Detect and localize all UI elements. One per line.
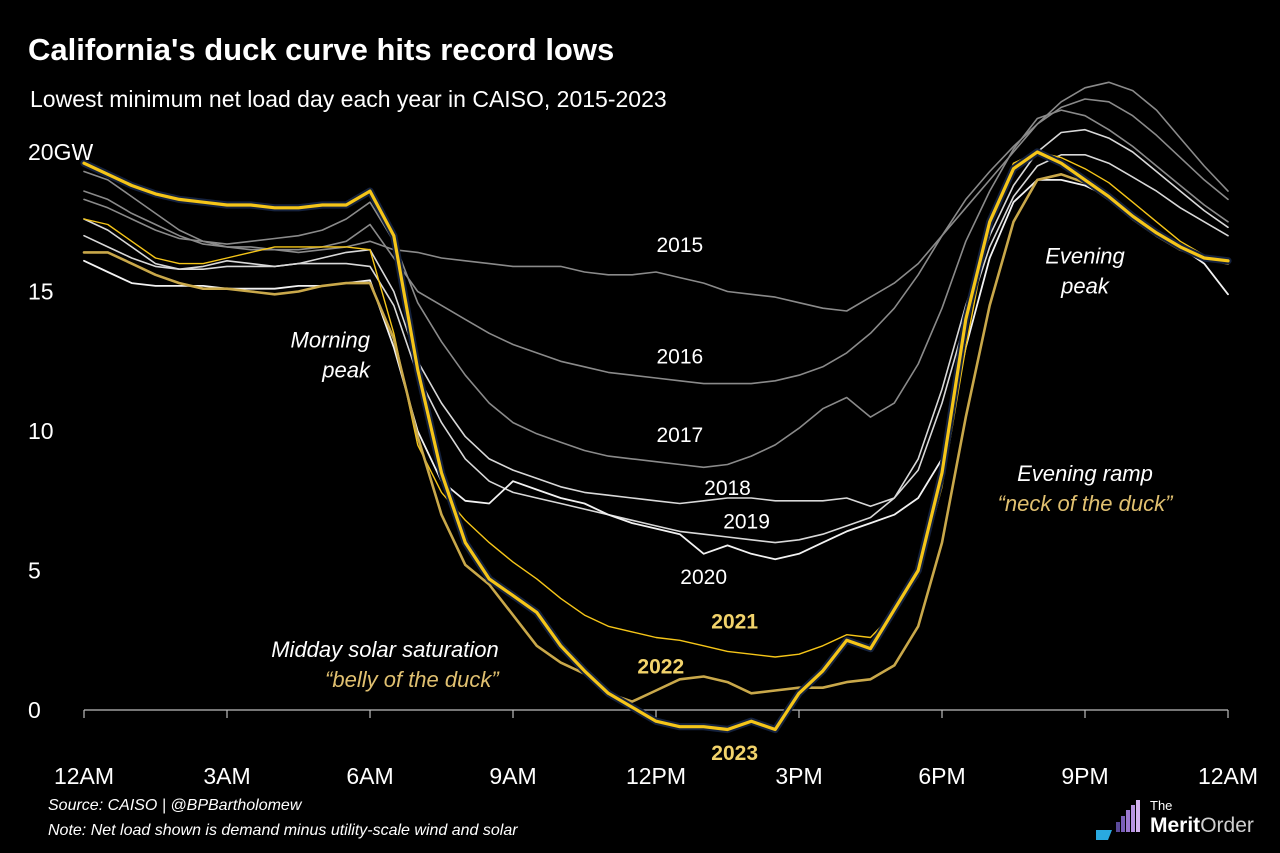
annotation-3-line-0: Midday solar saturation <box>271 637 498 662</box>
series-label-2015: 2015 <box>656 234 703 257</box>
logo-order: Order <box>1200 814 1254 837</box>
annotation-1-line-0: Evening <box>1045 244 1125 269</box>
series-line-2019 <box>83 154 1229 544</box>
merit-order-logo: The MeritOrder <box>1096 796 1276 846</box>
series-line-2017 <box>83 109 1229 469</box>
logo-the: The <box>1150 798 1173 813</box>
annotation-2-line-1: “neck of the duck” <box>998 491 1175 516</box>
annotation-3-line-1: “belly of the duck” <box>325 667 500 692</box>
chart-subtitle: Lowest minimum net load day each year in… <box>30 86 667 112</box>
series-label-2023: 2023 <box>711 742 758 765</box>
series-line-2015 <box>83 81 1229 312</box>
annotation-0-line-1: peak <box>321 357 371 382</box>
series-label-2018: 2018 <box>704 477 751 500</box>
y-tick-label-1: 15 <box>28 279 54 305</box>
series-line-2016 <box>83 98 1229 385</box>
annotation-0-line-0: Morning <box>291 327 371 352</box>
source-note: Source: CAISO | @BPBartholomew <box>48 797 302 814</box>
series-line-2022 <box>82 173 1230 703</box>
series-line-2021 <box>83 151 1229 658</box>
logo-flag-icon <box>1096 830 1112 840</box>
x-tick-label-7: 9PM <box>1061 763 1108 789</box>
chart-title: California's duck curve hits record lows <box>28 32 615 67</box>
x-tick-label-5: 3PM <box>775 763 822 789</box>
series-label-2017: 2017 <box>656 424 703 447</box>
series-label-2022: 2022 <box>637 655 684 678</box>
logo-name: MeritOrder <box>1150 814 1254 838</box>
series-line-2023 <box>82 150 1230 732</box>
series-label-2019: 2019 <box>723 510 770 533</box>
annotation-2-line-0: Evening ramp <box>1017 461 1153 486</box>
x-tick-label-3: 9AM <box>489 763 536 789</box>
x-tick-label-8: 12AM <box>1198 763 1258 789</box>
x-tick-label-2: 6AM <box>346 763 393 789</box>
logo-bars-icon <box>1116 800 1140 832</box>
series-label-2020: 2020 <box>680 566 727 589</box>
y-tick-label-3: 5 <box>28 558 41 584</box>
y-tick-label-2: 10 <box>28 418 54 444</box>
x-tick-label-1: 3AM <box>203 763 250 789</box>
series-label-2016: 2016 <box>656 346 703 369</box>
annotation-1-line-1: peak <box>1060 274 1110 299</box>
series-line-2018 <box>83 128 1229 508</box>
series-label-2021: 2021 <box>711 611 758 634</box>
logo-merit: Merit <box>1150 814 1201 837</box>
x-tick-label-6: 6PM <box>918 763 965 789</box>
y-tick-label-4: 0 <box>28 697 41 723</box>
x-tick-label-4: 12PM <box>626 763 686 789</box>
x-tick-label-0: 12AM <box>54 763 114 789</box>
methodology-note: Note: Net load shown is demand minus uti… <box>48 822 518 839</box>
